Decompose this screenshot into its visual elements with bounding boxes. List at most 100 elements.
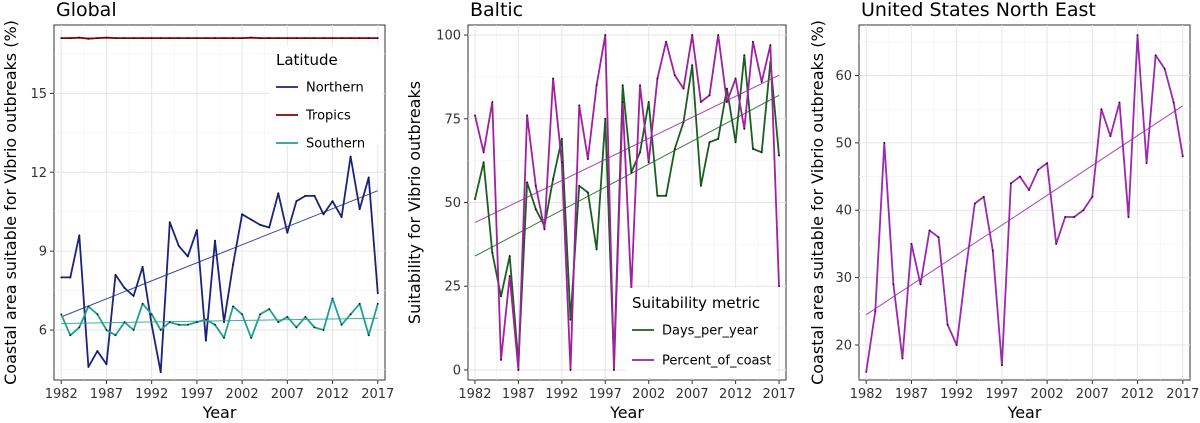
trend-line <box>474 74 780 224</box>
y-tick-label: 6 <box>39 324 47 339</box>
x-tick-label: 2007 <box>1076 387 1109 402</box>
data-point <box>508 255 511 257</box>
x-tick-label: 1992 <box>545 387 578 402</box>
data-point <box>1172 101 1175 104</box>
y-tick-label: 50 <box>444 196 461 211</box>
x-tick-label: 1987 <box>90 387 123 402</box>
data-point <box>250 337 253 339</box>
data-point <box>358 37 361 40</box>
x-tick-label: 1997 <box>180 387 213 402</box>
x-tick-label: 1992 <box>940 387 973 402</box>
data-point <box>232 37 234 40</box>
y-tick-label: 12 <box>30 166 47 181</box>
data-point <box>367 37 370 40</box>
data-point <box>1073 216 1076 218</box>
data-point <box>708 94 711 97</box>
data-point <box>376 37 379 40</box>
data-point <box>313 195 316 197</box>
data-point <box>78 326 81 329</box>
data-point <box>295 37 298 40</box>
data-point <box>1082 209 1085 212</box>
data-point <box>595 84 598 87</box>
legend-box <box>626 288 776 378</box>
y-tick-label: 25 <box>444 280 461 295</box>
y-axis-label: Coastal area suitable for Vibrio outbrea… <box>808 20 827 385</box>
data-point <box>752 40 754 43</box>
data-point <box>708 141 711 144</box>
data-point <box>647 101 650 103</box>
x-tick-label: 2017 <box>361 387 394 402</box>
data-point <box>159 37 162 40</box>
panel-0: 1982 1987 1992 1997 2002 2007 2012 2017 6 9 12 15 Gl… <box>1 0 394 422</box>
data-point <box>760 151 763 154</box>
legend-label: Southern <box>306 137 365 152</box>
data-point <box>205 37 207 40</box>
data-point <box>214 323 216 326</box>
data-point <box>665 40 667 43</box>
data-point <box>168 221 171 224</box>
legend: Suitability metric Days_per_year Percent_o… <box>626 288 776 378</box>
data-point <box>60 276 63 279</box>
data-point <box>1109 135 1112 138</box>
data-point <box>223 37 225 40</box>
data-point <box>892 283 895 286</box>
panel-title: Global <box>56 0 117 21</box>
data-point <box>474 114 476 117</box>
data-point <box>123 287 126 289</box>
data-point <box>286 231 289 234</box>
panel-2: 1982 1987 1992 1997 2002 2007 2012 2017 20 30 40 50… <box>808 0 1199 422</box>
data-point <box>268 308 271 310</box>
x-axis-label: Year <box>609 403 644 422</box>
x-axis-label: Year <box>202 403 237 422</box>
data-point <box>491 101 494 103</box>
data-point <box>743 127 746 130</box>
data-point <box>286 315 289 318</box>
data-point <box>691 64 694 67</box>
data-point <box>534 208 537 211</box>
data-point <box>195 37 198 40</box>
x-tick-label: 2012 <box>719 387 752 402</box>
data-point <box>87 305 90 308</box>
data-point <box>250 218 253 221</box>
data-point <box>358 208 361 210</box>
y-axis-label: Coastal area suitable for Vibrio outbrea… <box>1 20 20 385</box>
data-point <box>186 323 189 326</box>
data-point <box>60 313 63 316</box>
trend-line <box>865 105 1184 316</box>
data-point <box>621 101 624 103</box>
data-point <box>214 37 216 40</box>
data-point <box>367 334 370 337</box>
data-point <box>241 213 244 216</box>
data-point <box>560 161 563 164</box>
data-point <box>349 313 352 316</box>
data-point <box>482 151 485 154</box>
data-point <box>223 337 225 339</box>
data-point <box>1091 195 1094 198</box>
data-point <box>1154 54 1157 57</box>
data-point <box>277 192 280 195</box>
series-line-Southern <box>60 297 379 339</box>
y-tick-label: 30 <box>835 271 852 286</box>
data-point <box>96 350 99 352</box>
data-point <box>1019 175 1021 178</box>
data-point <box>560 137 563 140</box>
data-point <box>123 37 126 40</box>
data-point <box>195 229 198 232</box>
data-point <box>186 37 189 40</box>
data-point <box>673 148 676 150</box>
y-tick-label: 9 <box>39 245 47 260</box>
data-point <box>277 321 280 324</box>
data-point <box>241 37 244 40</box>
data-point <box>96 37 99 40</box>
data-point <box>141 302 144 305</box>
data-point <box>195 321 198 324</box>
legend-label: Tropics <box>305 109 351 124</box>
data-point <box>734 77 737 80</box>
data-point <box>78 36 81 39</box>
data-point <box>259 313 262 316</box>
data-point <box>367 176 370 179</box>
data-point <box>639 84 641 87</box>
data-point <box>778 285 780 288</box>
data-point <box>1055 243 1058 245</box>
